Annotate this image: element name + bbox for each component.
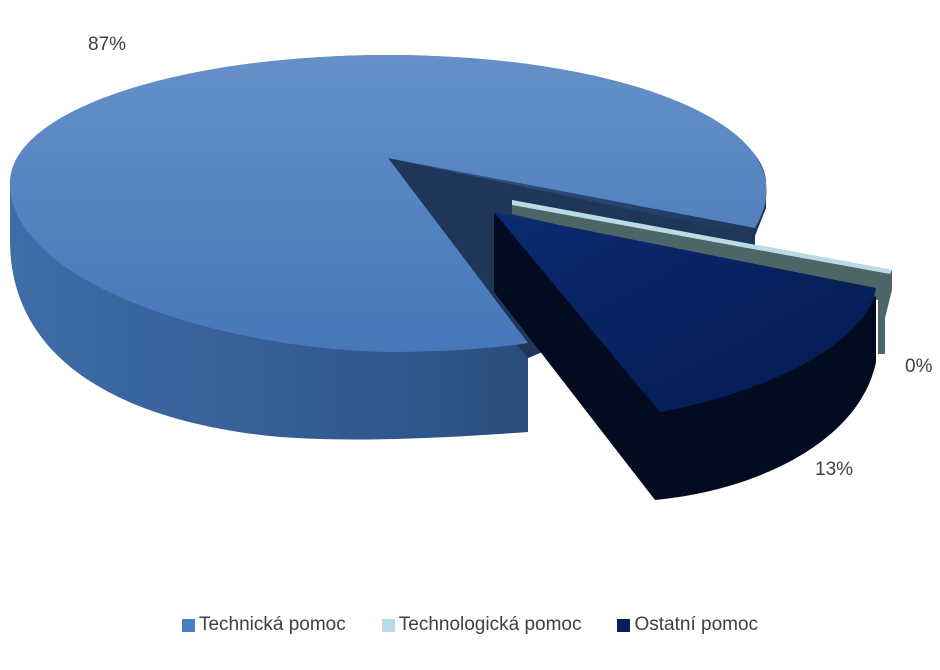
data-label-technologicka: 0% <box>905 356 933 377</box>
legend-swatch-technicka <box>181 618 195 632</box>
slice-technicka-pomoc <box>10 55 767 440</box>
legend-label-technicka: Technická pomoc <box>198 614 346 635</box>
slice-ostatni-pomoc <box>494 212 876 500</box>
legend-item-technologicka: Technologická pomoc <box>381 614 582 636</box>
legend-label-ostatni: Ostatní pomoc <box>634 614 759 635</box>
legend-item-technicka: Technická pomoc <box>181 614 346 636</box>
slice-technicka-top <box>10 55 767 352</box>
legend-label-technologicka: Technologická pomoc <box>398 614 582 635</box>
legend-swatch-ostatni <box>617 618 631 632</box>
data-label-technicka: 87% <box>88 34 126 55</box>
data-label-ostatni: 13% <box>815 459 853 480</box>
legend-swatch-technologicka <box>381 618 395 632</box>
slice-technologicka-top <box>512 200 892 274</box>
slice-ostatni-top <box>494 212 876 412</box>
chart-legend: Technická pomoc Technologická pomoc Osta… <box>0 614 940 636</box>
slice-ostatni-side <box>494 212 876 500</box>
legend-item-ostatni: Ostatní pomoc <box>617 614 758 636</box>
